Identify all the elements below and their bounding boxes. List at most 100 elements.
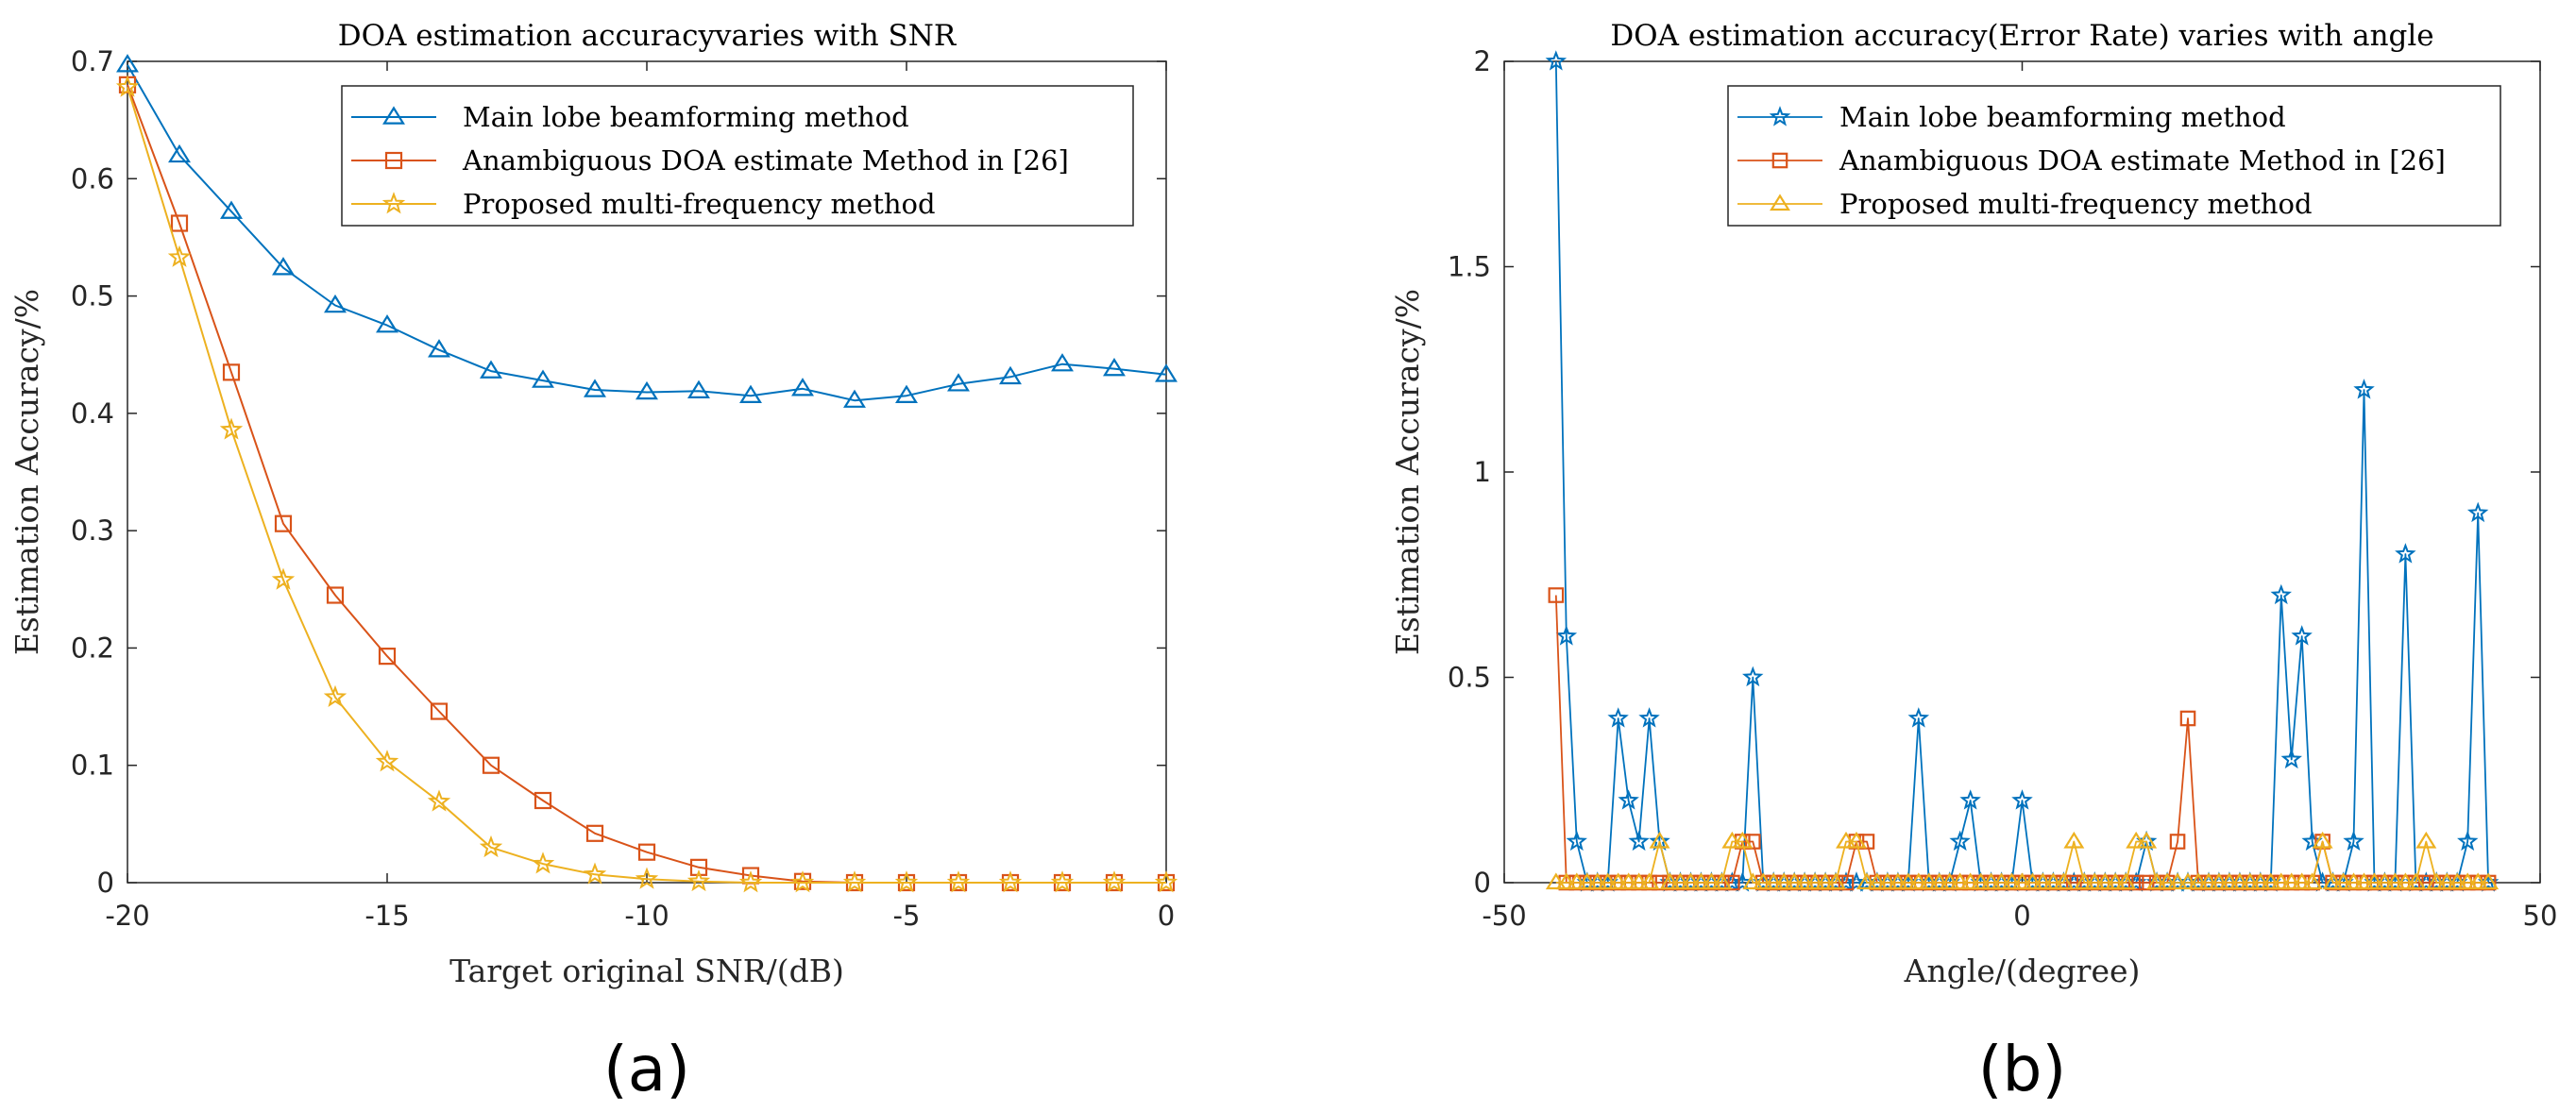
data-point <box>1545 50 1568 71</box>
data-point <box>2146 872 2168 890</box>
data-point <box>2063 831 2085 849</box>
data-point <box>0 835 13 848</box>
series-line <box>1555 840 2489 884</box>
data-point <box>687 379 710 398</box>
data-point <box>167 245 192 267</box>
y-tick-label: 2 <box>1474 45 1491 77</box>
chart-title: DOA estimation accuracy(Error Rate) vari… <box>1610 19 2433 53</box>
legend-box <box>1727 85 2501 227</box>
data-point <box>2332 872 2354 890</box>
data-point <box>1744 834 1761 850</box>
x-tick-label: -20 <box>105 900 149 932</box>
data-point <box>1548 587 1565 603</box>
legend-label: Main lobe beamforming method <box>463 101 909 133</box>
data-point <box>2179 710 2196 727</box>
data-point <box>1555 872 1577 890</box>
data-point <box>1918 872 1940 890</box>
data-point <box>1949 872 1971 890</box>
y-tick-label: 0 <box>97 867 114 899</box>
data-point <box>636 380 658 400</box>
data-point <box>1659 872 1681 890</box>
data-point <box>1970 872 1991 890</box>
data-point <box>1649 831 1670 849</box>
y-tick-label: 0.7 <box>71 45 114 77</box>
x-tick-label: -50 <box>1482 900 1526 932</box>
data-point <box>689 858 708 876</box>
y-tick-label: 0.1 <box>71 750 114 782</box>
data-point <box>1763 872 1785 890</box>
y-tick-label: 0.5 <box>1448 662 1491 694</box>
data-point <box>1669 872 1691 890</box>
data-point <box>2094 872 2116 890</box>
legend-marker <box>1770 194 1790 211</box>
data-point <box>2395 872 2416 890</box>
data-point <box>534 791 552 810</box>
data-point <box>2239 872 2261 890</box>
legend-marker <box>382 106 405 125</box>
x-tick-label: 50 <box>2523 900 2558 932</box>
data-point <box>1887 872 1908 890</box>
data-point <box>1732 831 1754 849</box>
data-point <box>1907 872 1929 890</box>
data-point <box>2301 872 2323 890</box>
data-point <box>428 339 450 358</box>
data-point <box>1597 872 1618 890</box>
data-point <box>1649 830 1670 852</box>
data-point <box>1907 707 1930 728</box>
data-point <box>2478 872 2500 890</box>
data-point <box>482 756 500 774</box>
data-point <box>2208 872 2229 890</box>
y-tick-label: 1.5 <box>1448 251 1491 283</box>
data-point <box>427 789 451 812</box>
y-axis-label: Estimation Accuracy/% <box>1389 289 1426 655</box>
y-axis-label: Estimation Accuracy/% <box>8 289 45 655</box>
y-tick-label: 1 <box>1474 456 1491 488</box>
data-point <box>1773 872 1795 890</box>
data-point <box>271 567 296 590</box>
data-point <box>2374 872 2396 890</box>
data-point <box>1711 872 1733 890</box>
data-point <box>2042 872 2064 890</box>
data-point <box>2270 872 2292 890</box>
data-point <box>2136 831 2158 849</box>
data-point <box>2353 872 2375 890</box>
data-point <box>480 360 502 379</box>
series-star <box>116 75 1178 893</box>
data-point <box>2218 872 2240 890</box>
data-point <box>430 702 449 720</box>
data-point <box>1794 872 1816 890</box>
data-point <box>1858 834 1875 850</box>
data-point <box>274 514 293 532</box>
data-point <box>1701 872 1722 890</box>
data-point <box>584 379 606 397</box>
data-point <box>220 200 243 219</box>
data-point <box>1721 831 1743 849</box>
data-point <box>2074 872 2095 890</box>
data-point <box>1566 830 1587 852</box>
data-point <box>1815 872 1837 890</box>
data-point <box>999 365 1022 385</box>
x-tick-label: -10 <box>624 900 669 932</box>
data-point <box>2197 872 2219 890</box>
data-point <box>2280 748 2302 769</box>
y-tick-label: 0.2 <box>71 632 114 664</box>
data-point <box>1876 872 1898 890</box>
data-point <box>1753 872 1774 890</box>
data-point <box>1607 872 1629 890</box>
data-point <box>2260 872 2281 890</box>
data-point <box>2066 874 2082 891</box>
data-point <box>1154 870 1178 893</box>
data-point <box>326 586 345 604</box>
data-point <box>2436 872 2458 890</box>
data-point <box>1959 872 1981 890</box>
data-point <box>2022 872 2043 890</box>
data-point <box>531 852 555 874</box>
legend-marker <box>1769 106 1791 126</box>
data-point <box>170 214 189 232</box>
chart-title: DOA estimation accuracyvaries with SNR <box>338 19 958 53</box>
data-point <box>2343 830 2364 852</box>
data-point <box>1805 872 1826 890</box>
data-point <box>2032 872 2054 890</box>
data-point <box>739 384 762 403</box>
